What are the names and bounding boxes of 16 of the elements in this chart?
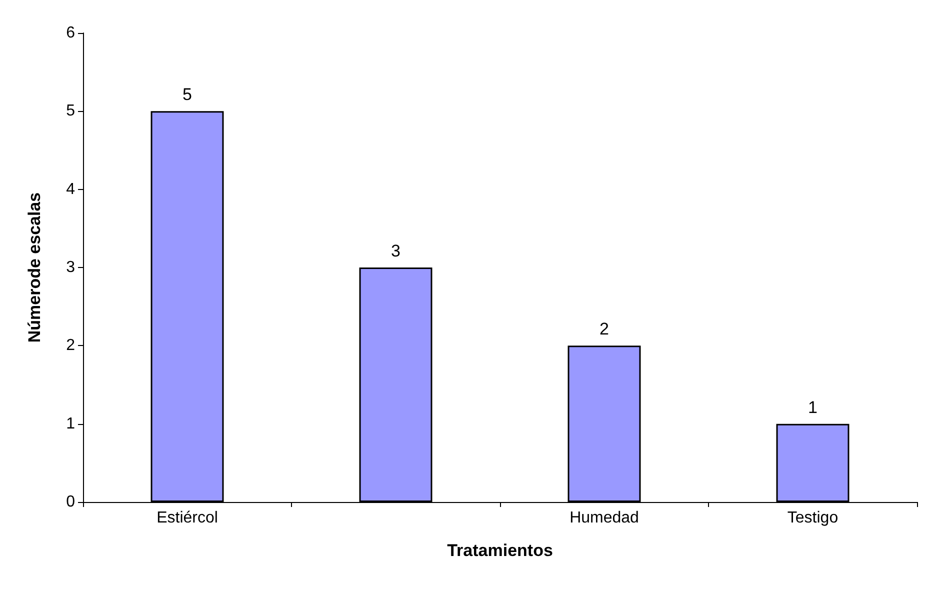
y-tick-label: 1	[66, 415, 76, 432]
x-tick-label: Testigo	[787, 510, 838, 526]
x-axis-title: Tratamientos	[447, 541, 553, 560]
x-tick-label: Humedad	[570, 510, 639, 526]
y-tick-label: 5	[66, 102, 76, 120]
y-axis-title: Númerode escalas	[25, 192, 44, 343]
data-label: 2	[600, 320, 609, 339]
y-tick-label: 0	[66, 494, 76, 510]
data-label: 3	[391, 242, 400, 260]
y-tick-label: 6	[66, 24, 76, 42]
y-tick-label: 3	[66, 259, 76, 276]
data-label: 5	[182, 85, 192, 104]
data-label: 1	[808, 398, 818, 417]
y-tick-label: 2	[66, 337, 76, 354]
x-tick-label: Estiércol	[156, 510, 218, 526]
y-tick-label: 4	[66, 180, 76, 198]
